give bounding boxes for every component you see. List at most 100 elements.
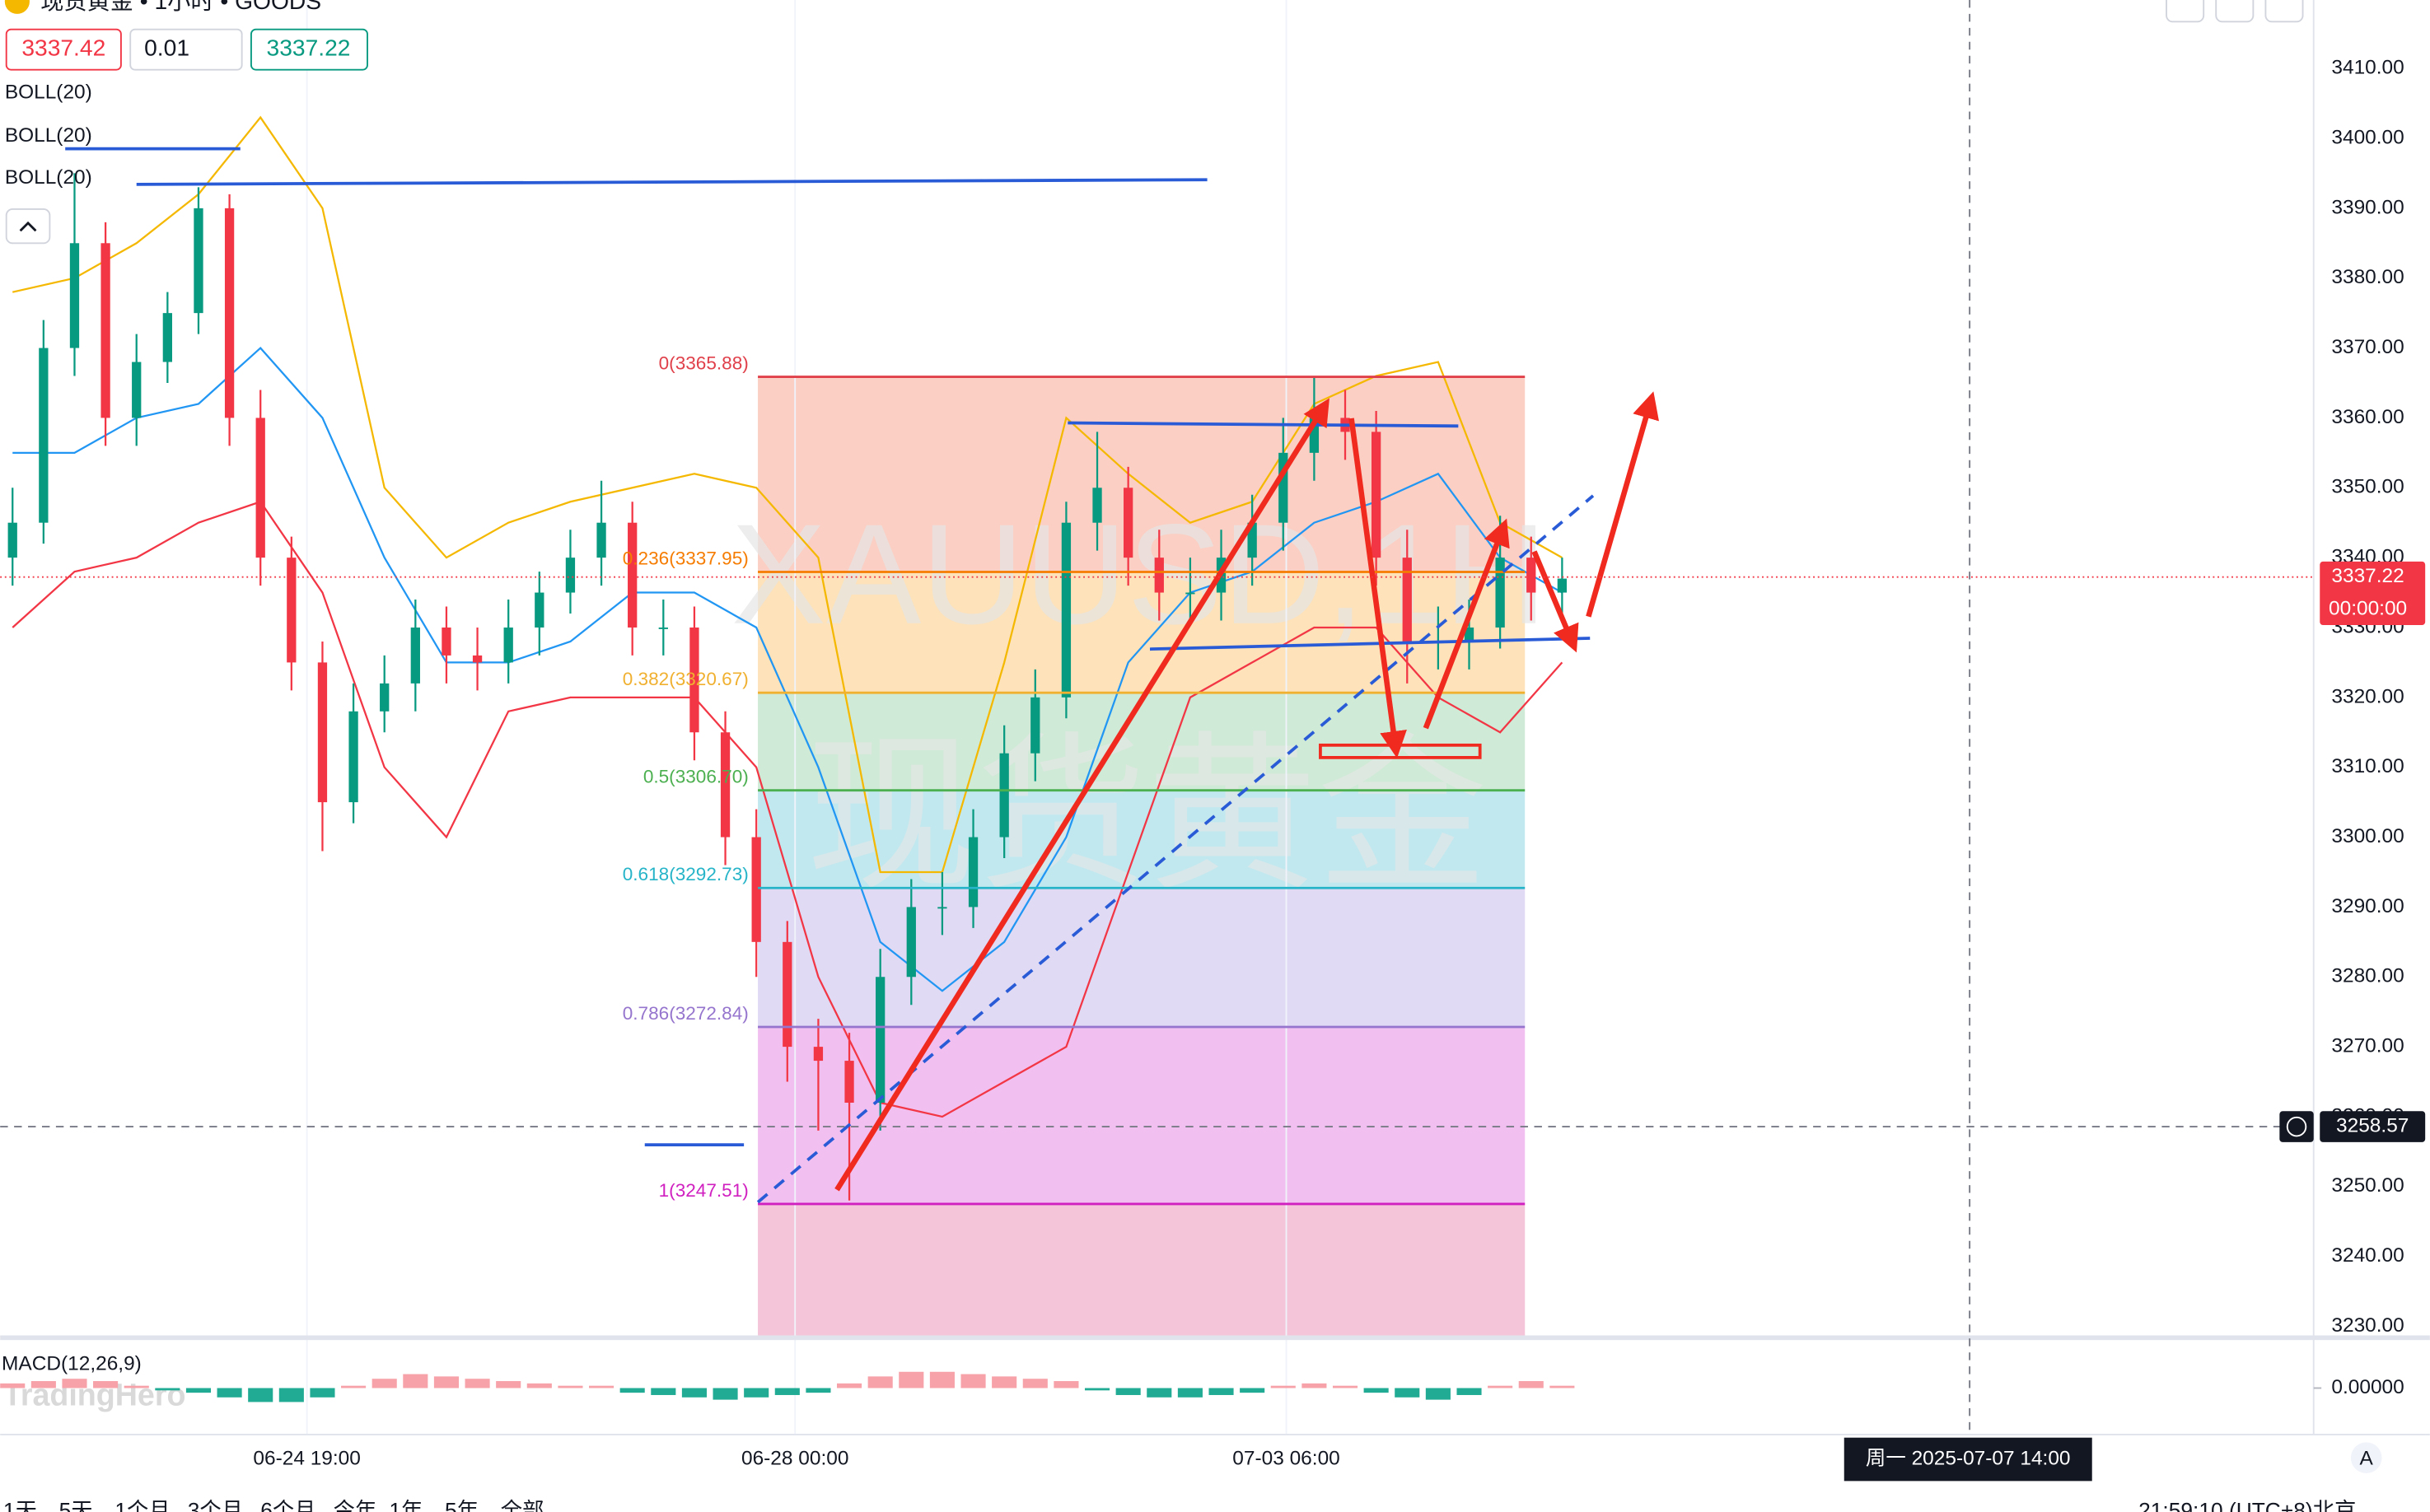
macd-histogram-bar bbox=[217, 1388, 242, 1398]
macd-histogram-bar bbox=[929, 1371, 955, 1388]
macd-histogram-bar bbox=[124, 1385, 149, 1388]
candle-body bbox=[132, 362, 142, 418]
range-button[interactable]: 全部 bbox=[501, 1498, 544, 1512]
buy-price[interactable]: 3337.22 bbox=[267, 35, 351, 61]
toolbar-button[interactable] bbox=[2264, 0, 2304, 23]
toolbar-button[interactable] bbox=[2215, 0, 2255, 23]
range-button[interactable]: 1年 bbox=[389, 1498, 423, 1512]
buy-button[interactable] bbox=[250, 28, 368, 71]
candle-body bbox=[100, 243, 110, 418]
candle-body bbox=[1154, 558, 1164, 593]
range-button[interactable]: 1个月 bbox=[114, 1498, 170, 1512]
macd-histogram-bar bbox=[93, 1381, 119, 1388]
macd-histogram-bar bbox=[496, 1381, 521, 1388]
macd-histogram-bar bbox=[744, 1388, 769, 1398]
auto-scale-button[interactable] bbox=[2350, 1442, 2382, 1473]
arrow bbox=[1531, 550, 1579, 653]
macd-histogram-bar bbox=[465, 1379, 490, 1388]
candle-body bbox=[1124, 488, 1133, 558]
candle-body bbox=[876, 977, 886, 1103]
sell-button[interactable] bbox=[5, 28, 122, 71]
indicator-label[interactable]: BOLL(20) bbox=[5, 166, 92, 189]
candle-body bbox=[720, 732, 731, 838]
macd-histogram-bar bbox=[433, 1376, 459, 1388]
y-tick-label: 3300.00 bbox=[2331, 825, 2404, 847]
macd-histogram-bar bbox=[341, 1385, 367, 1388]
symbol-line[interactable]: 现货黄金 • 1小时 • GOODS bbox=[40, 0, 321, 14]
macd-histogram-bar bbox=[1301, 1383, 1327, 1388]
fib-label: 0.786(3272.84) bbox=[623, 1003, 749, 1024]
candle-body bbox=[380, 683, 390, 712]
spread: 0.01 bbox=[144, 35, 189, 61]
range-button[interactable]: 今年 bbox=[334, 1498, 377, 1512]
candle-body bbox=[69, 243, 80, 348]
countdown: 00:00:00 bbox=[2329, 598, 2407, 620]
macd-histogram-bar bbox=[1518, 1381, 1544, 1388]
range-button[interactable]: 5天 bbox=[59, 1498, 93, 1512]
macd-histogram-bar bbox=[1177, 1388, 1203, 1398]
macd-histogram-bar bbox=[1456, 1388, 1482, 1395]
sell-price[interactable]: 3337.42 bbox=[21, 35, 105, 61]
collapse-button[interactable] bbox=[5, 208, 51, 245]
arrow bbox=[1586, 391, 1659, 618]
candle-body bbox=[224, 208, 235, 418]
candle-body bbox=[1309, 418, 1320, 453]
macd-histogram-bar bbox=[1147, 1388, 1172, 1398]
candle-body bbox=[844, 1061, 854, 1103]
y-tick-label: 3280.00 bbox=[2331, 965, 2404, 987]
candle-body bbox=[783, 941, 792, 1048]
candle-body bbox=[442, 627, 451, 656]
macd-histogram-bar bbox=[713, 1388, 738, 1400]
macd-histogram-bar bbox=[837, 1383, 862, 1388]
macd-histogram-bar bbox=[1115, 1388, 1141, 1395]
add-alert-button[interactable] bbox=[2279, 1111, 2314, 1142]
fib-label: 0.382(3320.67) bbox=[623, 669, 749, 689]
trend-line bbox=[136, 178, 1208, 186]
macd-histogram-bar bbox=[372, 1379, 397, 1388]
macd-histogram-bar bbox=[30, 1381, 56, 1388]
pane-separator bbox=[0, 1335, 2430, 1341]
macd-histogram-bar bbox=[589, 1385, 615, 1388]
candle-body bbox=[1185, 592, 1195, 595]
y-tick-label: 3240.00 bbox=[2331, 1244, 2404, 1267]
macd-title[interactable]: MACD(12,26,9) bbox=[2, 1353, 142, 1375]
indicator-label[interactable]: BOLL(20) bbox=[5, 81, 92, 103]
candle-body bbox=[7, 522, 17, 558]
candle-body bbox=[1495, 558, 1505, 628]
symbol-icon bbox=[4, 0, 30, 14]
range-button[interactable]: 3个月 bbox=[188, 1498, 243, 1512]
clock: 21:59:10 (UTC+8)北京 bbox=[2138, 1498, 2356, 1512]
macd-histogram-bar bbox=[185, 1388, 212, 1393]
x-tick-label: 07-03 06:00 bbox=[1232, 1447, 1339, 1469]
fib-zone bbox=[758, 376, 1526, 572]
indicator-label[interactable]: BOLL(20) bbox=[5, 124, 92, 147]
arrow bbox=[834, 398, 1329, 1192]
macd-histogram-bar bbox=[960, 1374, 986, 1388]
candle-body bbox=[1557, 578, 1568, 593]
add-alert-icon[interactable] bbox=[2286, 1116, 2307, 1137]
y-tick-label: 3270.00 bbox=[2331, 1035, 2404, 1057]
macd-histogram-bar bbox=[62, 1379, 87, 1388]
candle-body bbox=[287, 558, 297, 663]
range-button[interactable]: 5年 bbox=[445, 1498, 479, 1512]
candle-body bbox=[472, 655, 483, 663]
crosshair-price-label: 3258.57 bbox=[2336, 1115, 2409, 1137]
fib-trend-line bbox=[756, 494, 1595, 1204]
macd-histogram-bar bbox=[310, 1388, 335, 1398]
candle-body bbox=[317, 662, 328, 803]
range-button[interactable]: 1天 bbox=[3, 1498, 37, 1512]
macd-histogram-bar bbox=[1395, 1388, 1420, 1398]
range-button[interactable]: 6个月 bbox=[260, 1498, 315, 1512]
price-scale bbox=[2313, 0, 2430, 1435]
auto-scale-label[interactable]: A bbox=[2360, 1447, 2374, 1469]
candle-body bbox=[194, 208, 203, 314]
candle-body bbox=[1402, 558, 1412, 642]
macd-histogram-bar bbox=[1022, 1379, 1048, 1388]
candle-body bbox=[503, 627, 513, 663]
toolbar-button[interactable] bbox=[2166, 0, 2205, 23]
macd-histogram-bar bbox=[619, 1388, 645, 1393]
macd-histogram-bar bbox=[248, 1388, 273, 1402]
fib-zone bbox=[758, 888, 1526, 1028]
crosshair-price-box bbox=[2320, 1111, 2426, 1142]
y-tick-label: 3250.00 bbox=[2331, 1174, 2404, 1197]
